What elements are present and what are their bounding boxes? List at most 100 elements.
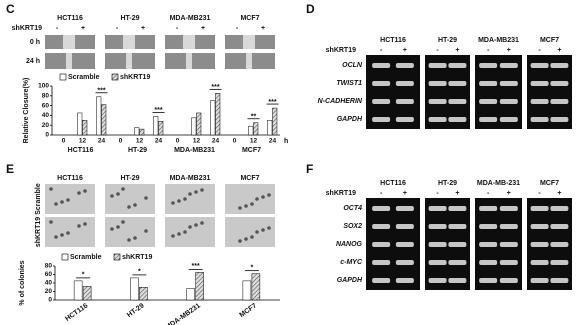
marker-label: OCLN [342,62,363,69]
band [395,63,414,68]
colony [194,223,198,227]
x-tick-label: 12 [193,138,201,145]
sign: + [455,47,459,54]
band [372,224,391,229]
band [428,63,447,68]
band [530,242,549,247]
colony [49,187,53,191]
y-axis-label: Relative Closure(%) [23,78,30,144]
band [550,242,569,247]
band [550,117,569,122]
band [448,63,467,68]
x-tick-label: 0 [233,138,237,145]
band [550,63,569,68]
condition: shKRT19 [326,47,356,54]
sign: - [487,47,490,54]
sign: - [56,25,59,32]
band [372,63,391,68]
condition: shKRT19 [12,25,42,32]
sign: - [236,25,239,32]
band [530,260,549,265]
band [479,260,498,265]
cell-line: HT-29 [120,175,139,182]
band [550,99,569,104]
band [499,206,518,211]
colony [244,237,248,241]
band [372,81,391,86]
cell-line: HCT116 [57,15,83,22]
band [479,224,498,229]
band [372,99,391,104]
colony-image [225,217,275,247]
band [550,81,569,86]
band [499,278,518,283]
colony [127,205,131,209]
legend-swatch [113,253,121,261]
cell-line: MDA-MB231 [170,15,211,22]
colony [267,193,271,197]
x-tick-label: MDA-MB231 [164,302,202,325]
band [550,206,569,211]
colony [66,198,70,202]
sign: - [487,190,490,197]
bar [158,121,164,136]
sign: + [455,190,459,197]
panel-label: D [306,2,315,16]
colony [144,229,148,233]
annotation: ** [251,114,257,121]
sign: - [436,47,439,54]
colony [261,195,265,199]
colony [183,197,187,201]
bar [248,125,254,136]
wound-gap [126,53,132,69]
colony [238,239,242,243]
marker-label: c-MYC [340,259,363,266]
group-label: HCT116 [68,147,94,154]
colony [66,231,70,235]
colony [188,192,192,196]
colony [171,234,175,238]
panel-label: F [306,162,313,176]
x-tick-label: MCF7 [238,302,258,319]
band [428,81,447,86]
annotation: * [138,269,141,276]
cell-line: HT-29 [438,180,457,187]
sign: + [403,190,407,197]
band [550,260,569,265]
x-tick-label: 0 [62,138,66,145]
y-tick-label: 100 [38,83,49,90]
y-tick-label: 40 [45,280,53,287]
colony [244,204,248,208]
bar [82,120,88,136]
legend-swatch [111,73,119,81]
band [428,224,447,229]
sign: + [507,190,511,197]
x-tick-label: 12 [79,138,87,145]
band [395,278,414,283]
y-tick-label: 40 [42,112,50,119]
sign: + [403,47,407,54]
row-label: Scramble [35,183,42,215]
sign: - [538,190,541,197]
sign: - [380,47,383,54]
cell-line: MCF7 [540,180,559,187]
wound-gap [66,53,72,69]
colony [110,194,114,198]
legend-label: shKRT19 [122,254,152,261]
band [530,278,549,283]
wound-gap [123,35,135,49]
sign: + [507,47,511,54]
y-tick-label: 60 [42,102,50,109]
y-tick-label: 0 [48,297,52,304]
sign: - [116,25,119,32]
bar [251,273,261,301]
bar [82,286,92,301]
colony [54,202,58,206]
colony [183,230,187,234]
band [499,117,518,122]
bar [242,280,252,301]
marker-label: OCT4 [343,205,362,212]
colony [261,228,265,232]
bar [191,117,197,136]
